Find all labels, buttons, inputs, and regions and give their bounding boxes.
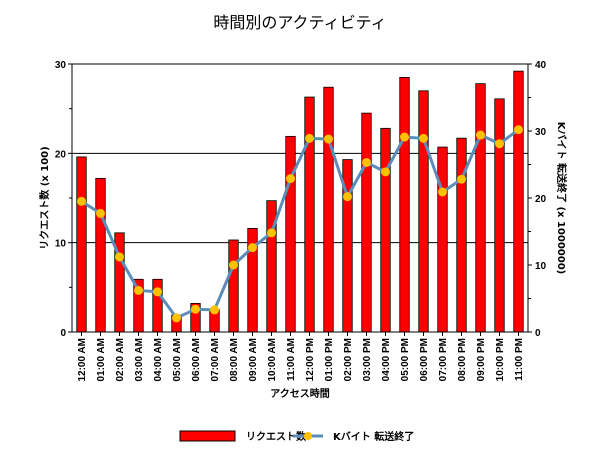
- x-tick-label: 10:00 AM: [267, 338, 278, 382]
- x-tick-label: 01:00 AM: [96, 338, 107, 382]
- x-tick-label: 05:00 PM: [400, 338, 411, 381]
- left-axis-ticks: 0 10 20 30: [55, 60, 72, 339]
- x-tick-label: 02:00 PM: [343, 338, 354, 381]
- x-tick-label: 04:00 PM: [381, 338, 392, 381]
- y2-axis-label: Kバイト 転送終了 (x 1000000): [555, 122, 568, 275]
- right-axis-ticks: 0 10 20 30 40: [528, 60, 547, 339]
- line-point: [438, 187, 447, 197]
- y-axis-label: リクエスト数 (x 100): [38, 146, 51, 249]
- legend: リクエスト数 Kバイト 転送終了: [179, 430, 414, 443]
- x-tick-label: 08:00 PM: [457, 338, 468, 381]
- line-point: [419, 133, 428, 143]
- bar: [380, 127, 391, 333]
- bar: [361, 112, 372, 333]
- x-tick-label: 04:00 AM: [153, 338, 164, 382]
- bar-series: [76, 70, 524, 333]
- gridlines: [72, 152, 528, 244]
- line-point: [248, 243, 257, 253]
- line-point: [362, 157, 371, 167]
- x-tick-label: 12:00 AM: [77, 338, 88, 382]
- bar: [513, 70, 524, 333]
- x-tick-label: 01:00 PM: [324, 338, 335, 381]
- line-point: [210, 305, 219, 315]
- x-axis-label: アクセス時間: [270, 387, 330, 400]
- legend-swatch-requests: [179, 430, 236, 442]
- x-tick-label: 03:00 AM: [134, 338, 145, 382]
- bar: [399, 77, 410, 333]
- chart-title: 時間別のアクティビティ: [213, 13, 386, 32]
- x-tick-label: 09:00 PM: [476, 338, 487, 381]
- x-tick-label: 03:00 PM: [362, 338, 373, 381]
- bar: [95, 177, 106, 333]
- y2-tick-label: 30: [535, 127, 547, 138]
- line-point: [381, 167, 390, 177]
- line-point: [172, 313, 181, 323]
- line-point: [96, 208, 105, 218]
- bar: [418, 90, 429, 333]
- line-point: [134, 285, 143, 295]
- line-point: [191, 304, 200, 314]
- bar: [494, 98, 505, 333]
- x-tick-label: 02:00 AM: [115, 338, 126, 382]
- line-point: [305, 133, 314, 143]
- y2-tick-label: 20: [535, 194, 547, 205]
- line-point: [514, 125, 523, 135]
- bar: [304, 96, 315, 333]
- line-point: [115, 252, 124, 262]
- line-point: [229, 260, 238, 270]
- line-point: [495, 139, 504, 149]
- bar: [76, 156, 87, 333]
- line-point: [286, 174, 295, 184]
- x-tick-label: 05:00 AM: [172, 338, 183, 382]
- line-point: [267, 228, 276, 238]
- line-point: [77, 196, 86, 206]
- legend-label-kbytes: Kバイト 転送終了: [333, 430, 414, 443]
- x-axis-ticks: 12:00 AM 01:00 AM 02:00 AM 03:00 AM 04:00 AM…: [77, 332, 525, 382]
- bar: [228, 239, 239, 333]
- x-tick-label: 07:00 AM: [210, 338, 221, 382]
- x-tick-label: 09:00 AM: [248, 338, 259, 382]
- bar: [456, 137, 467, 333]
- x-tick-label: 06:00 PM: [419, 338, 430, 381]
- y2-tick-label: 0: [535, 328, 541, 339]
- x-tick-label: 08:00 AM: [229, 338, 240, 382]
- bar: [437, 146, 448, 333]
- y-tick-label: 0: [60, 328, 66, 339]
- legend-label-requests: リクエスト数: [246, 430, 307, 443]
- line-point: [457, 174, 466, 184]
- y-tick-label: 10: [55, 239, 67, 250]
- x-tick-label: 11:00 PM: [514, 338, 525, 381]
- bar: [285, 135, 296, 333]
- bar: [323, 86, 334, 333]
- y-tick-label: 30: [55, 60, 67, 71]
- x-tick-label: 12:00 PM: [305, 338, 316, 381]
- x-tick-label: 10:00 PM: [495, 338, 506, 381]
- x-tick-label: 06:00 AM: [191, 338, 202, 382]
- legend-marker-kbytes: [304, 432, 312, 440]
- series-line: [80, 128, 520, 320]
- bar: [152, 278, 163, 333]
- y2-tick-label: 40: [535, 60, 547, 71]
- y2-tick-label: 10: [535, 261, 547, 272]
- line-point: [343, 192, 352, 202]
- bar: [475, 83, 486, 333]
- x-tick-label: 11:00 AM: [286, 338, 297, 381]
- line-series: [77, 125, 523, 323]
- line-point: [400, 132, 409, 142]
- line-point: [476, 130, 485, 140]
- y-tick-label: 20: [55, 149, 67, 160]
- line-point: [324, 134, 333, 144]
- x-tick-label: 07:00 PM: [438, 338, 449, 381]
- line-point: [153, 287, 162, 297]
